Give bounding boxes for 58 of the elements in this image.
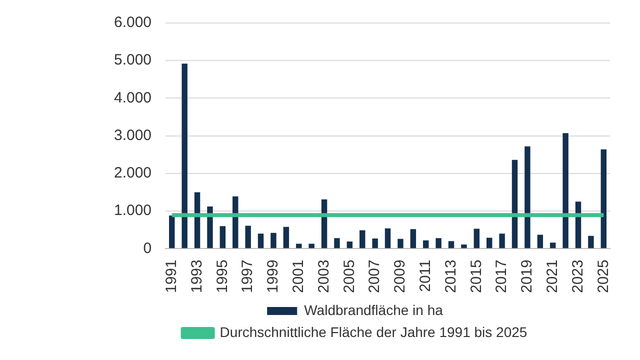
x-tick-label: 2017 — [493, 260, 510, 294]
x-tick-label: 2021 — [544, 260, 561, 294]
x-tick-label: 1993 — [188, 260, 206, 294]
x-tick-label: 2001 — [290, 260, 308, 294]
y-tick-label: 0 — [143, 240, 152, 257]
x-tick-label: 1997 — [239, 260, 256, 294]
x-tick-label: 2007 — [366, 260, 384, 294]
bar — [562, 133, 568, 248]
x-tick-label: 2015 — [468, 260, 485, 294]
bar — [220, 226, 226, 248]
x-tick-label: 1991 — [163, 260, 180, 294]
bar — [423, 240, 429, 248]
legend-label: Waldbrandfläche in ha — [304, 302, 444, 318]
y-tick-label: 4.000 — [114, 89, 152, 106]
bar — [270, 232, 276, 248]
x-tick-label: 1995 — [214, 260, 231, 294]
bar — [537, 234, 544, 248]
bar — [600, 149, 607, 248]
legend-label: Durchschnittliche Fläche der Jahre 1991 bis 2025 — [220, 324, 528, 340]
bar — [258, 234, 264, 248]
bar — [283, 226, 290, 248]
bar — [499, 234, 505, 248]
bar — [461, 244, 467, 248]
bar — [372, 238, 378, 248]
bar — [308, 244, 314, 248]
y-tick-label: 6.000 — [114, 14, 152, 32]
bar — [245, 226, 251, 248]
x-tick-label: 2009 — [392, 260, 409, 294]
bar — [474, 228, 480, 248]
bar — [588, 236, 594, 248]
x-tick-label: 2005 — [340, 260, 358, 294]
x-tick-label: 2013 — [442, 260, 460, 294]
y-tick-label: 5.000 — [114, 52, 152, 69]
y-tick-label: 2.000 — [114, 164, 152, 182]
x-tick-label: 2023 — [569, 260, 586, 294]
bar — [436, 238, 442, 248]
y-tick-label: 1.000 — [114, 202, 152, 220]
bar — [360, 230, 366, 248]
bar — [448, 241, 454, 248]
x-tick-label: 2003 — [315, 260, 332, 294]
bar — [346, 241, 353, 248]
bar — [524, 146, 530, 248]
bar — [398, 238, 404, 248]
bar — [182, 64, 188, 248]
bar — [410, 229, 416, 248]
bar — [486, 238, 492, 248]
bar — [550, 242, 556, 248]
bar — [194, 192, 200, 248]
x-tick-label: 2011 — [417, 260, 434, 292]
x-tick-label: 2025 — [594, 260, 612, 294]
bar — [296, 244, 302, 248]
y-tick-label: 3.000 — [114, 126, 152, 144]
x-tick-label: 2019 — [518, 260, 536, 294]
bar — [334, 238, 340, 248]
bar — [384, 228, 391, 248]
bar — [512, 160, 518, 248]
x-tick-label: 1999 — [264, 260, 282, 294]
bar — [169, 216, 175, 248]
